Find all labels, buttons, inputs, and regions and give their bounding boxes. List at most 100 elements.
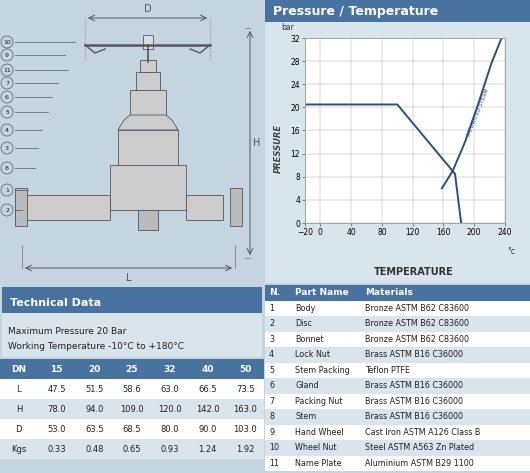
Text: 163.0: 163.0 xyxy=(233,404,257,413)
Text: 5: 5 xyxy=(5,110,9,114)
Text: 10: 10 xyxy=(3,40,11,44)
Text: 1.92: 1.92 xyxy=(236,445,254,454)
Text: D: D xyxy=(144,4,151,14)
Bar xyxy=(265,424,530,440)
Text: Teflon PTFE: Teflon PTFE xyxy=(365,366,410,375)
Bar xyxy=(265,300,530,316)
Text: 9: 9 xyxy=(5,53,9,58)
Text: L: L xyxy=(126,273,131,283)
Bar xyxy=(15,188,27,226)
Circle shape xyxy=(1,64,13,76)
Text: 63.0: 63.0 xyxy=(161,385,179,394)
Text: Materials: Materials xyxy=(365,288,413,297)
Bar xyxy=(265,332,530,347)
Bar xyxy=(136,72,160,90)
Text: Steel ASTM A563 Zn Plated: Steel ASTM A563 Zn Plated xyxy=(365,443,474,452)
Circle shape xyxy=(1,124,13,136)
Text: 53.0: 53.0 xyxy=(47,424,66,433)
Bar xyxy=(0,359,264,379)
Text: Brass ASTM B16 C36000: Brass ASTM B16 C36000 xyxy=(365,381,463,390)
Text: 0.33: 0.33 xyxy=(47,445,66,454)
Text: Pressure / Temperature: Pressure / Temperature xyxy=(273,5,438,18)
Text: D: D xyxy=(15,424,22,433)
Bar xyxy=(130,90,166,115)
Bar xyxy=(230,188,242,226)
Text: 63.5: 63.5 xyxy=(85,424,103,433)
Text: 142.0: 142.0 xyxy=(196,404,219,413)
Bar xyxy=(2,287,262,313)
Bar xyxy=(118,130,178,165)
Text: Packing Nut: Packing Nut xyxy=(295,397,342,406)
Text: 47.5: 47.5 xyxy=(47,385,66,394)
Text: H: H xyxy=(16,404,22,413)
Text: 78.0: 78.0 xyxy=(47,404,66,413)
Text: 90.0: 90.0 xyxy=(198,424,217,433)
Circle shape xyxy=(1,142,13,154)
Text: 1: 1 xyxy=(5,187,9,193)
Text: Brass ASTM B16 C36000: Brass ASTM B16 C36000 xyxy=(365,350,463,359)
Text: 7: 7 xyxy=(5,80,9,86)
Text: 103.0: 103.0 xyxy=(233,424,257,433)
Text: Gland: Gland xyxy=(295,381,319,390)
Text: Brass ASTM B16 C36000: Brass ASTM B16 C36000 xyxy=(365,397,463,406)
Text: °c: °c xyxy=(507,247,515,256)
Text: 4: 4 xyxy=(269,350,274,359)
Text: Working Temperature -10°C to +180°C: Working Temperature -10°C to +180°C xyxy=(8,342,184,350)
Bar xyxy=(265,394,530,409)
Circle shape xyxy=(1,162,13,174)
Text: 1: 1 xyxy=(269,304,274,313)
Bar xyxy=(265,285,530,300)
Text: PRESSURE: PRESSURE xyxy=(274,123,282,173)
Text: H: H xyxy=(253,138,260,148)
Text: 0.48: 0.48 xyxy=(85,445,103,454)
Bar xyxy=(265,316,530,332)
Text: 0.65: 0.65 xyxy=(123,445,142,454)
Text: Bronze ASTM B62 C83600: Bronze ASTM B62 C83600 xyxy=(365,304,469,313)
Text: 10: 10 xyxy=(269,443,279,452)
Text: Bonnet: Bonnet xyxy=(295,335,324,344)
Text: 20: 20 xyxy=(88,365,101,374)
Text: 5: 5 xyxy=(269,366,274,375)
Text: Bronze ASTM B62 C83600: Bronze ASTM B62 C83600 xyxy=(365,319,469,328)
Text: 4: 4 xyxy=(5,128,9,132)
Circle shape xyxy=(1,77,13,89)
Text: 11: 11 xyxy=(3,68,11,72)
Text: 0.93: 0.93 xyxy=(161,445,179,454)
Bar xyxy=(0,439,264,459)
Circle shape xyxy=(1,204,13,216)
Bar xyxy=(140,60,156,72)
Text: SATURATED STEAM: SATURATED STEAM xyxy=(466,88,490,138)
Text: 3: 3 xyxy=(5,146,9,150)
Text: Cast Iron ASTM A126 Class B: Cast Iron ASTM A126 Class B xyxy=(365,428,480,437)
Text: 80.0: 80.0 xyxy=(161,424,179,433)
Bar xyxy=(265,455,530,471)
Text: Bronze ASTM B62 C83600: Bronze ASTM B62 C83600 xyxy=(365,335,469,344)
Text: bar: bar xyxy=(281,24,294,33)
Bar xyxy=(265,347,530,362)
Text: 40: 40 xyxy=(201,365,214,374)
Text: Stem: Stem xyxy=(295,412,316,421)
Text: 73.5: 73.5 xyxy=(236,385,254,394)
Bar xyxy=(15,195,110,220)
Circle shape xyxy=(1,106,13,118)
Text: 25: 25 xyxy=(126,365,138,374)
Text: 109.0: 109.0 xyxy=(120,404,144,413)
Bar xyxy=(265,440,530,455)
Text: 2: 2 xyxy=(269,319,274,328)
Text: 8: 8 xyxy=(5,166,9,170)
Text: 9: 9 xyxy=(269,428,274,437)
Text: Part Name: Part Name xyxy=(295,288,349,297)
Bar xyxy=(265,378,530,394)
Text: Stem Packing: Stem Packing xyxy=(295,366,350,375)
Text: 120.0: 120.0 xyxy=(158,404,182,413)
Text: N.: N. xyxy=(269,288,280,297)
Bar xyxy=(0,419,264,439)
Text: 51.5: 51.5 xyxy=(85,385,103,394)
Bar xyxy=(110,165,186,210)
Text: Brass ASTM B16 C36000: Brass ASTM B16 C36000 xyxy=(365,412,463,421)
Text: 58.6: 58.6 xyxy=(122,385,142,394)
Text: 6: 6 xyxy=(269,381,274,390)
Text: Disc: Disc xyxy=(295,319,312,328)
Text: Wheel Nut: Wheel Nut xyxy=(295,443,337,452)
Text: Lock Nut: Lock Nut xyxy=(295,350,330,359)
